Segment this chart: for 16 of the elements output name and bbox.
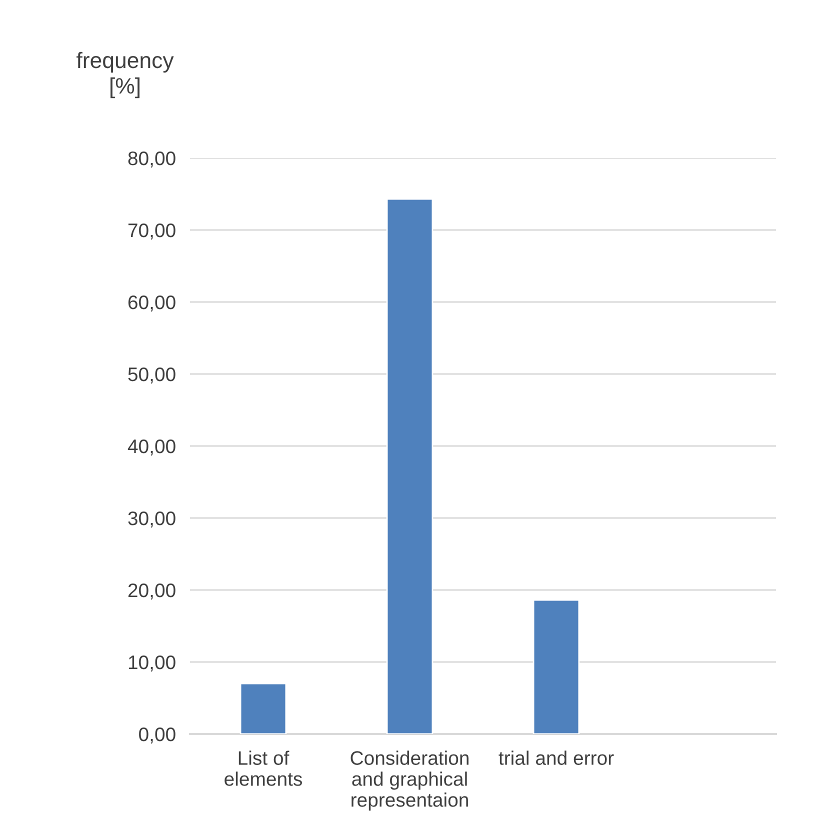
y-tick-label: 60,00 (128, 295, 176, 312)
bar (532, 599, 580, 734)
y-tick-label: 20,00 (128, 583, 176, 600)
bar (240, 682, 287, 734)
y-tick-label: 40,00 (128, 439, 176, 456)
y-tick-label: 80,00 (128, 151, 176, 168)
y-tick-label: 70,00 (128, 223, 176, 240)
y-tick-label: 30,00 (128, 511, 176, 528)
y-tick-label: 0,00 (139, 727, 176, 744)
y-tick-label: 10,00 (128, 655, 176, 672)
x-tick-label: Consideration and graphical representaion (350, 750, 468, 811)
x-tick-label: trial and error (498, 750, 614, 765)
y-tick-label: 50,00 (128, 367, 176, 384)
bar (386, 198, 434, 734)
x-tick-label: List of elements (224, 750, 302, 786)
y-axis-title: frequency [%] (76, 52, 174, 98)
